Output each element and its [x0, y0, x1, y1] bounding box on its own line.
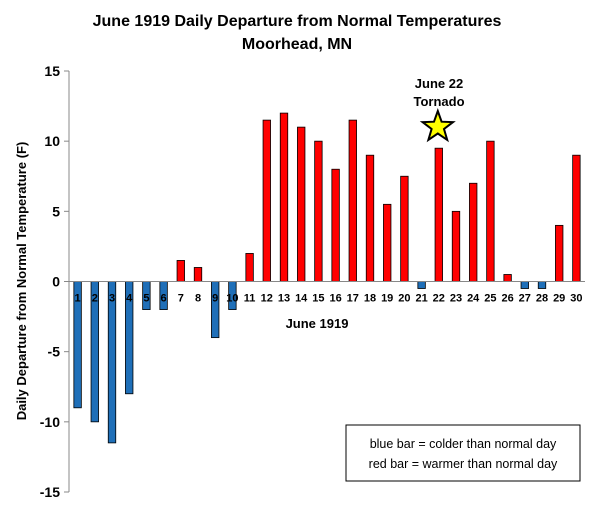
x-tick-label: 17: [347, 293, 359, 305]
x-tick-label: 3: [109, 293, 115, 305]
annotation-line-2: Tornado: [413, 94, 464, 109]
bar-day-24: [469, 182, 478, 282]
y-tick-label: 10: [44, 133, 60, 149]
bar-day-22: [434, 147, 443, 282]
x-tick-label: 12: [261, 293, 273, 305]
y-tick-label: -10: [40, 414, 60, 430]
x-tick-label: 20: [398, 293, 410, 305]
y-tick-label: 0: [52, 274, 60, 290]
x-tick-label: 10: [226, 293, 238, 305]
x-axis-tick-labels: 1 2 3 4 5 6 7 8 9 10 11 12 13 14 15 16 17 18 19 20 21 22 23 24 2…: [75, 293, 583, 305]
y-tick-label: -5: [48, 344, 61, 360]
bar-day-18: [365, 154, 375, 282]
x-tick-label: 6: [161, 293, 167, 305]
x-tick-label: 23: [450, 293, 462, 305]
bar-day-19: [383, 203, 392, 282]
y-tick-label: 5: [52, 203, 60, 219]
x-tick-label: 25: [484, 293, 496, 305]
x-tick-label: 7: [178, 293, 184, 305]
star-icon: [419, 108, 456, 143]
bar-day-13: [279, 112, 289, 282]
x-tick-label: 21: [415, 293, 427, 305]
bar-day-7: [176, 260, 185, 282]
bar-day-15: [314, 140, 323, 282]
x-tick-label: 4: [126, 293, 133, 305]
bar-day-12: [262, 119, 271, 282]
bar-day-9: [211, 281, 220, 339]
bar-day-28: [537, 281, 547, 289]
x-tick-label: 18: [364, 293, 376, 305]
x-tick-label: 9: [212, 293, 218, 305]
x-tick-label: 26: [501, 293, 513, 305]
bar-day-23: [451, 210, 461, 282]
x-tick-label: 30: [570, 293, 582, 305]
bar-day-25: [486, 140, 495, 282]
bar-day-30: [572, 154, 581, 282]
bar-day-26: [503, 274, 512, 282]
bar-day-8: [193, 267, 203, 282]
x-tick-label: 16: [329, 293, 341, 305]
x-tick-label: 1: [75, 293, 81, 305]
x-tick-label: 29: [553, 293, 565, 305]
x-tick-label: 2: [92, 293, 98, 305]
bar-day-21: [417, 281, 426, 289]
x-tick-label: 19: [381, 293, 393, 305]
chart-title: June 1919 Daily Departure from Normal Te…: [93, 13, 502, 30]
bar-day-17: [348, 119, 357, 282]
legend-box: [345, 424, 581, 482]
legend-line-1: blue bar = colder than normal day: [370, 437, 557, 451]
x-tick-label: 22: [433, 293, 445, 305]
axes: [68, 71, 585, 492]
x-tick-label: 13: [278, 293, 290, 305]
bar-day-29: [555, 224, 564, 282]
bar-day-27: [520, 281, 529, 289]
x-tick-label: 28: [536, 293, 548, 305]
legend: blue bar = colder than normal day red ba…: [345, 424, 581, 482]
x-tick-label: 15: [312, 293, 324, 305]
x-tick-label: 14: [295, 293, 308, 305]
x-tick-label: 5: [143, 293, 149, 305]
y-axis-label: Daily Departure from Normal Temperature …: [14, 142, 29, 421]
y-axis-ticks: 15 10 5 0 -5 -10 -15: [40, 63, 69, 500]
bar-day-20: [400, 175, 409, 282]
x-tick-label: 11: [244, 293, 256, 305]
y-tick-label: 15: [44, 63, 60, 79]
chart-subtitle: Moorhead, MN: [242, 36, 352, 53]
y-tick-label: -15: [40, 484, 60, 500]
x-tick-label: 27: [519, 293, 531, 305]
annotation-line-1: June 22: [415, 76, 463, 91]
bar-day-16: [331, 168, 340, 282]
tornado-annotation: June 22 Tornado: [413, 76, 465, 143]
legend-line-2: red bar = warmer than normal day: [369, 457, 558, 471]
bars: [73, 112, 581, 444]
x-axis-label: June 1919: [286, 316, 349, 331]
bar-day-14: [297, 126, 306, 282]
bar-day-3: [107, 281, 117, 444]
x-tick-label: 24: [467, 293, 480, 305]
bar-day-11: [245, 253, 254, 282]
x-tick-label: 8: [195, 293, 201, 305]
